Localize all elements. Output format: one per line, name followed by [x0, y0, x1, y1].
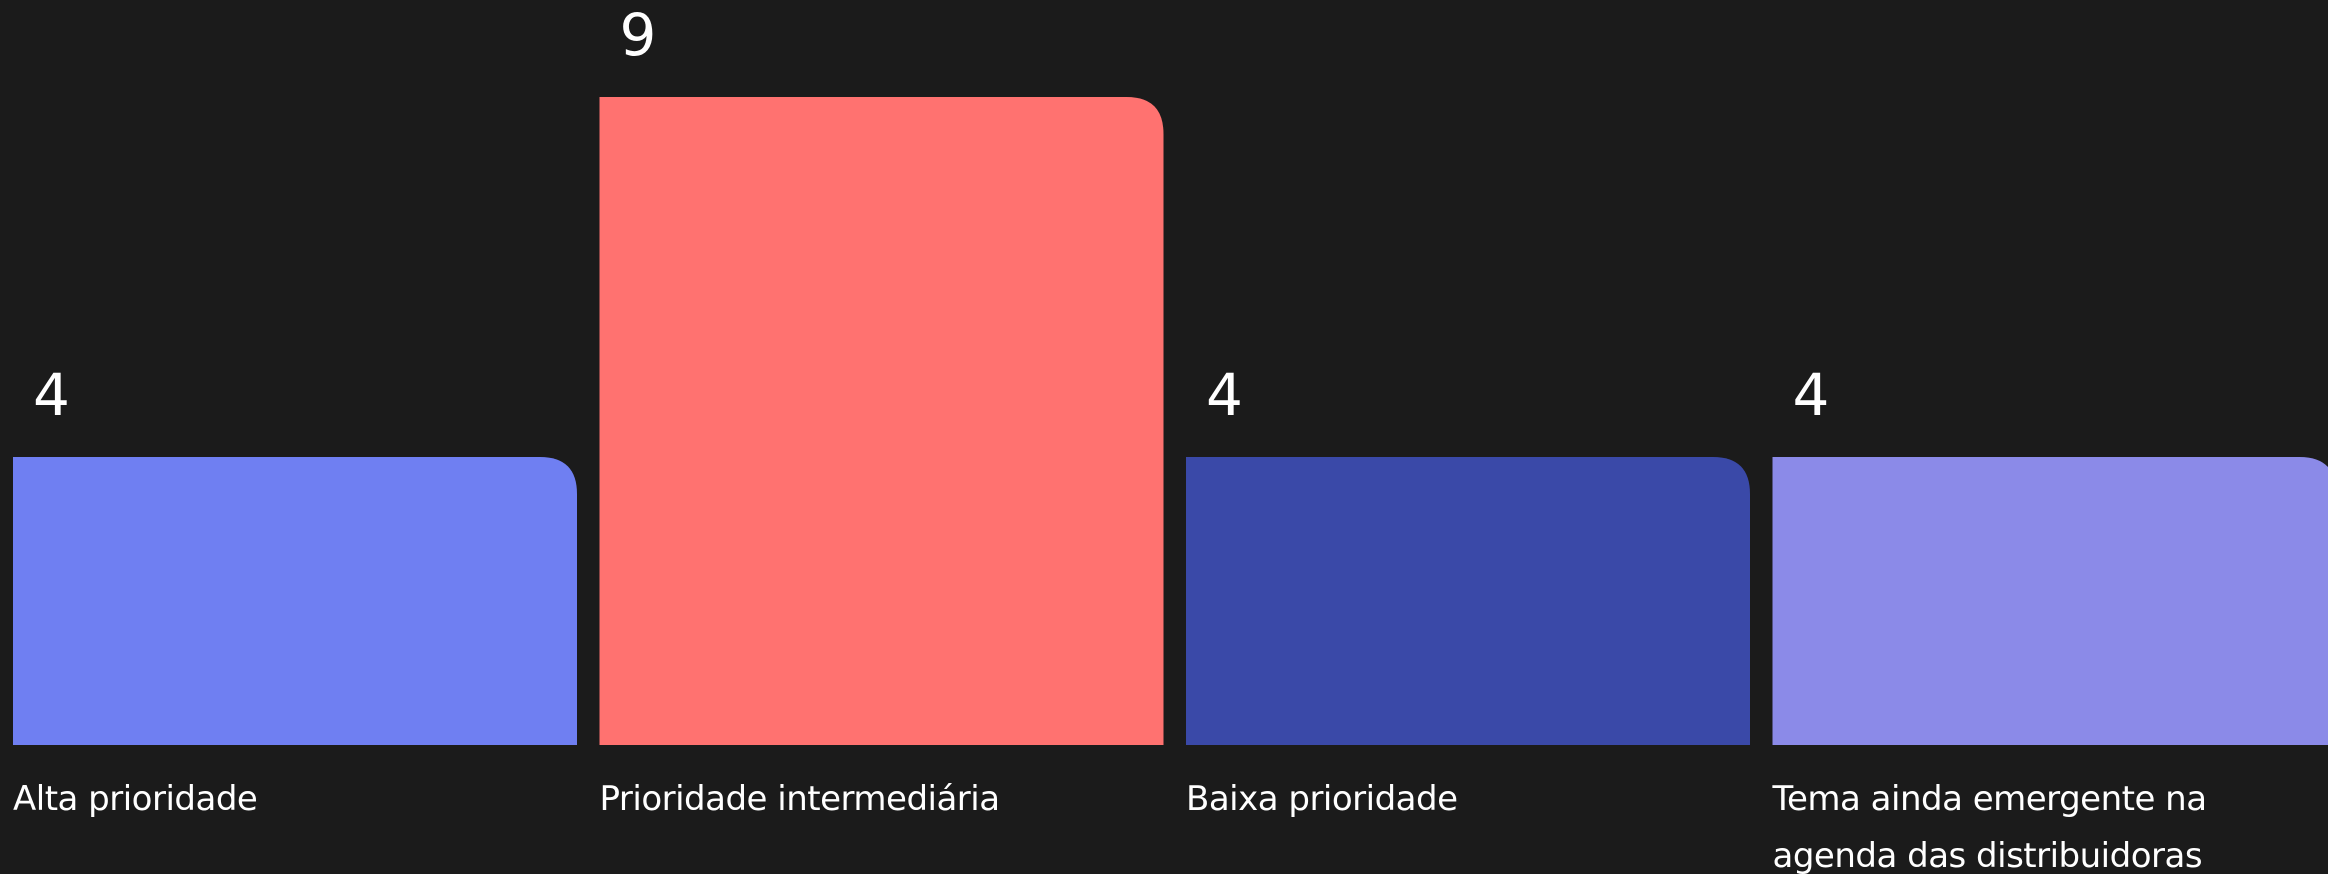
- bar: [1772, 457, 2328, 745]
- category-label: Tema ainda emergente na agenda das distr…: [1772, 779, 2208, 874]
- category-label: Prioridade intermediária: [599, 779, 1001, 819]
- category-label: Alta prioridade: [13, 779, 258, 819]
- value-label: 9: [620, 1, 657, 69]
- value-label: 4: [1793, 361, 1830, 429]
- bar: [1186, 457, 1750, 745]
- category-label: Baixa prioridade: [1186, 779, 1458, 819]
- bar: [599, 97, 1164, 745]
- bar: [13, 457, 577, 745]
- value-label: 4: [1206, 361, 1243, 429]
- value-label: 4: [33, 361, 70, 429]
